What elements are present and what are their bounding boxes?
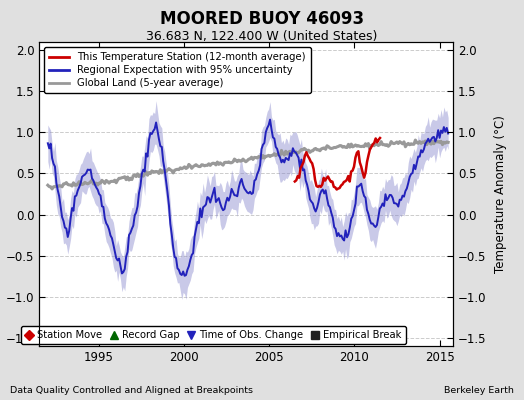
Text: MOORED BUOY 46093: MOORED BUOY 46093 <box>160 10 364 28</box>
Text: Berkeley Earth: Berkeley Earth <box>444 386 514 395</box>
Y-axis label: Temperature Anomaly (°C): Temperature Anomaly (°C) <box>494 115 507 273</box>
Legend: Station Move, Record Gap, Time of Obs. Change, Empirical Break: Station Move, Record Gap, Time of Obs. C… <box>20 326 406 344</box>
Text: 36.683 N, 122.400 W (United States): 36.683 N, 122.400 W (United States) <box>146 30 378 43</box>
Text: Data Quality Controlled and Aligned at Breakpoints: Data Quality Controlled and Aligned at B… <box>10 386 254 395</box>
